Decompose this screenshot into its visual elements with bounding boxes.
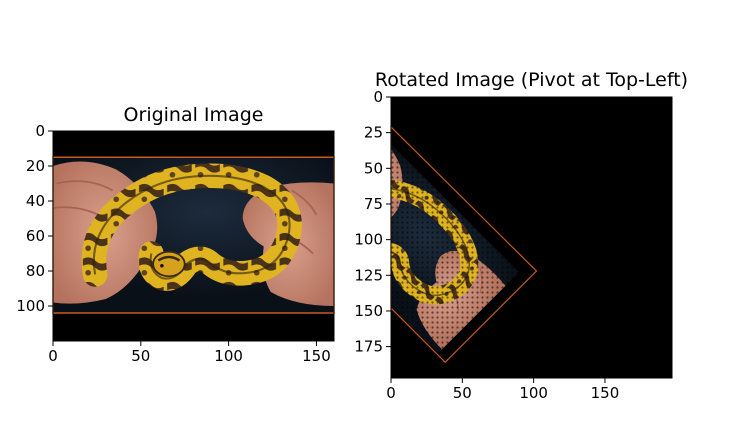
axes-frame-rotated xyxy=(390,96,673,379)
x-tick-label: 100 xyxy=(519,384,548,402)
x-tick-label: 0 xyxy=(386,384,396,402)
y-tick-label: 100 xyxy=(354,231,383,249)
y-tick-label: 25 xyxy=(364,124,383,142)
y-tick-label: 80 xyxy=(26,262,45,280)
y-tick-label: 175 xyxy=(354,338,383,356)
photo-original xyxy=(53,131,334,341)
y-tick-label: 150 xyxy=(354,302,383,320)
y-tick-label: 60 xyxy=(26,227,45,245)
image-rotated xyxy=(391,97,672,378)
x-tick-label: 0 xyxy=(48,347,58,365)
snake-eye xyxy=(160,264,164,268)
dotted-overlay xyxy=(391,126,537,363)
snake-head xyxy=(152,250,186,278)
y-tick-label: 20 xyxy=(26,157,45,175)
x-tick-label: 100 xyxy=(214,347,243,365)
y-ticks-original: 0 20 40 60 80 100 xyxy=(16,122,53,315)
x-tick-label: 150 xyxy=(302,347,331,365)
x-tick-label: 50 xyxy=(131,347,150,365)
x-tick-label: 50 xyxy=(453,384,472,402)
x-ticks-rotated: 0 50 100 150 xyxy=(386,378,619,402)
snake-head-marking xyxy=(157,255,181,262)
y-tick-label: 75 xyxy=(364,195,383,213)
y-tick-label: 100 xyxy=(16,297,45,315)
y-tick-label: 125 xyxy=(354,266,383,284)
axes-original: Original Image 0 50 100 150 0 20 40 60 80 100 xyxy=(16,104,335,365)
y-tick-label: 0 xyxy=(35,122,45,140)
x-ticks-original: 0 50 100 150 xyxy=(48,341,331,365)
chart-title-original: Original Image xyxy=(124,104,264,126)
chart-title-rotated: Rotated Image (Pivot at Top-Left) xyxy=(375,69,688,91)
y-tick-label: 50 xyxy=(364,159,383,177)
x-tick-label: 150 xyxy=(591,384,620,402)
y-tick-label: 0 xyxy=(373,88,383,106)
y-tick-label: 40 xyxy=(26,192,45,210)
y-ticks-rotated: 0 25 50 75 100 125 150 175 xyxy=(354,88,391,356)
axes-rotated: Rotated Image (Pivot at Top-Left) 0 50 100… xyxy=(354,69,688,402)
image-original xyxy=(53,131,334,341)
